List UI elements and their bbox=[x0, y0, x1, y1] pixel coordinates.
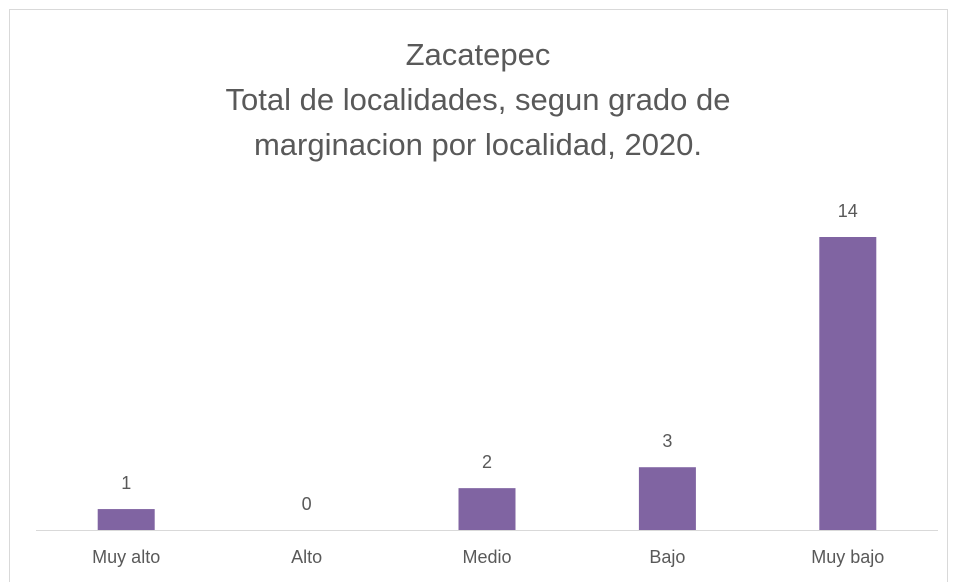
x-tick-label: Medio bbox=[462, 547, 511, 567]
x-tick-label: Alto bbox=[291, 547, 322, 567]
bar bbox=[458, 488, 516, 530]
chart-title: Total de localidades, segun grado de bbox=[226, 82, 731, 117]
bar bbox=[638, 467, 696, 530]
chart-frame bbox=[9, 9, 948, 582]
data-label: 14 bbox=[838, 201, 858, 221]
data-label: 1 bbox=[121, 473, 131, 493]
data-label: 3 bbox=[662, 431, 672, 451]
data-label: 2 bbox=[482, 452, 492, 472]
x-tick-label: Muy alto bbox=[92, 547, 160, 567]
data-label: 0 bbox=[302, 494, 312, 514]
bar bbox=[97, 509, 155, 530]
bar bbox=[819, 237, 877, 530]
chart-title: Zacatepec bbox=[406, 37, 551, 72]
x-tick-label: Muy bajo bbox=[811, 547, 884, 567]
x-tick-label: Bajo bbox=[649, 547, 685, 567]
chart-title: marginacion por localidad, 2020. bbox=[254, 127, 702, 162]
